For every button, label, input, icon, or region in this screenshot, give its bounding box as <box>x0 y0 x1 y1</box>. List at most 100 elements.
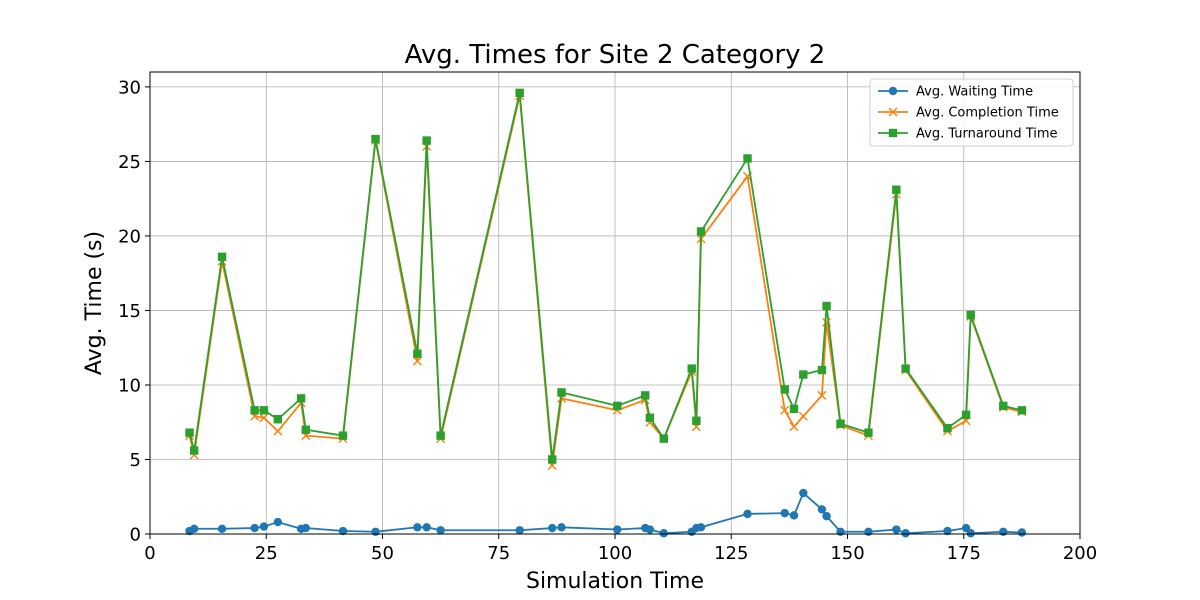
turnaround-time-series <box>185 88 1027 464</box>
y-axis-label: Avg. Time (s) <box>82 231 107 375</box>
waiting-time-point <box>659 529 669 538</box>
x-axis-label: Simulation Time <box>526 569 704 594</box>
y-tick-label: 15 <box>118 301 141 322</box>
waiting-time-point <box>789 511 799 520</box>
turnaround-time-point <box>189 446 199 455</box>
turnaround-time-point <box>250 406 259 415</box>
waiting-time-point <box>1017 528 1027 537</box>
turnaround-time-line <box>188 91 1023 461</box>
waiting-time-point <box>259 522 269 531</box>
waiting-time-point <box>371 527 380 536</box>
turnaround-time-point <box>548 455 557 464</box>
waiting-time-point <box>273 517 283 527</box>
turnaround-time-point <box>780 385 789 394</box>
completion-time-point <box>259 413 269 423</box>
waiting-time-series <box>185 488 1027 538</box>
turnaround-time-point <box>659 434 669 443</box>
turnaround-time-point <box>743 154 752 163</box>
turnaround-time-point <box>696 227 706 236</box>
turnaround-time-point <box>515 88 524 98</box>
y-tick-label: 0 <box>130 525 141 546</box>
completion-time-point <box>412 356 422 366</box>
legend: Avg. Waiting Time Avg. Completion Time Avg… <box>869 78 1074 147</box>
turnaround-time-point <box>692 416 701 425</box>
turnaround-time-point <box>436 431 445 440</box>
waiting-time-point <box>189 524 199 533</box>
turnaround-time-point <box>338 431 348 440</box>
waiting-time-point <box>301 523 310 533</box>
turnaround-time-point <box>413 349 422 358</box>
waiting-time-point <box>836 527 845 536</box>
legend-label: Avg. Waiting Time <box>916 85 1033 100</box>
x-tick-label: 125 <box>714 543 748 564</box>
waiting-time-point <box>780 508 789 518</box>
waiting-time-point <box>817 505 827 514</box>
legend-item-turnaround-time: Avg. Turnaround Time <box>878 127 1058 142</box>
completion-time-point <box>273 426 283 436</box>
legend-waiting-time-point <box>888 86 898 96</box>
turnaround-time-point <box>687 364 696 373</box>
x-tick-label: 150 <box>830 543 864 564</box>
turnaround-time-point <box>1017 406 1027 415</box>
turnaround-time-point <box>217 252 227 261</box>
y-tick-label: 5 <box>130 450 141 471</box>
waiting-time-point <box>696 523 706 532</box>
turnaround-time-point <box>371 134 380 144</box>
turnaround-time-point <box>185 428 194 437</box>
turnaround-time-point <box>301 425 310 434</box>
turnaround-time-point <box>966 310 975 320</box>
turnaround-time-point <box>836 419 845 428</box>
turnaround-time-point <box>864 428 873 437</box>
x-tick-label: 50 <box>371 543 394 564</box>
x-tick-label: 200 <box>1063 543 1097 564</box>
completion-time-point <box>817 390 827 400</box>
waiting-time-point <box>864 527 873 536</box>
waiting-time-point <box>548 523 557 533</box>
waiting-time-point <box>822 511 831 521</box>
waiting-time-point <box>613 525 622 534</box>
turnaround-time-point <box>645 413 655 422</box>
y-tick-label: 25 <box>118 152 141 173</box>
legend-label: Avg. Turnaround Time <box>916 127 1058 142</box>
turnaround-time-point <box>817 365 827 375</box>
completion-time-point <box>798 411 808 421</box>
turnaround-time-point <box>901 364 910 373</box>
legend-item-completion-time: Avg. Completion Time <box>878 106 1059 121</box>
legend-completion-time-point <box>888 107 898 117</box>
waiting-time-point <box>892 525 901 534</box>
waiting-time-point <box>645 525 655 534</box>
waiting-time-point <box>799 488 808 498</box>
turnaround-time-point <box>961 410 971 419</box>
completion-time-point <box>789 422 799 432</box>
legend-item-waiting-time: Avg. Waiting Time <box>878 85 1033 100</box>
waiting-time-point <box>436 526 445 535</box>
turnaround-time-point <box>822 301 831 311</box>
waiting-time-point <box>515 526 524 535</box>
x-tick-label: 0 <box>144 543 155 564</box>
waiting-time-point <box>217 524 227 533</box>
axes: 0 25 50 75 100 125 150 175 200 0 5 10 15 20 25 30 <box>118 77 1097 564</box>
completion-time-point <box>780 405 790 415</box>
turnaround-time-point <box>613 401 622 411</box>
x-tick-label: 25 <box>255 543 278 564</box>
y-tick-label: 10 <box>118 375 141 396</box>
series-group <box>185 88 1027 538</box>
turnaround-time-point <box>641 391 650 400</box>
legend-box <box>869 78 1074 147</box>
chart-title: Avg. Times for Site 2 Category 2 <box>405 40 826 70</box>
waiting-time-point <box>901 529 910 538</box>
turnaround-time-point <box>422 136 431 145</box>
turnaround-time-point <box>557 388 566 397</box>
y-tick-label: 20 <box>118 226 141 247</box>
turnaround-time-point <box>296 394 306 403</box>
waiting-time-point <box>966 529 975 538</box>
turnaround-time-point <box>999 401 1008 411</box>
turnaround-time-point <box>789 404 799 414</box>
x-tick-label: 75 <box>487 543 510 564</box>
x-tick-label: 175 <box>947 543 981 564</box>
turnaround-time-point <box>892 185 901 194</box>
legend-label: Avg. Completion Time <box>916 106 1059 121</box>
turnaround-time-point <box>259 406 269 415</box>
turnaround-time-point <box>943 423 952 433</box>
waiting-time-point <box>413 523 422 532</box>
